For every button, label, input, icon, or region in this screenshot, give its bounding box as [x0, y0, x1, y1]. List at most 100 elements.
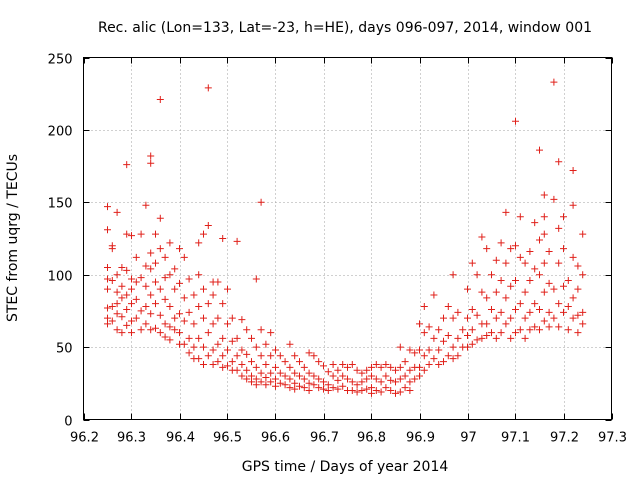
data-point	[488, 305, 495, 313]
data-point	[526, 276, 534, 284]
data-point	[108, 303, 116, 311]
data-point	[344, 375, 351, 383]
data-point	[204, 84, 212, 92]
data-point	[536, 146, 543, 154]
data-point	[171, 285, 179, 293]
data-point	[262, 381, 270, 389]
data-point	[329, 372, 337, 380]
data-point	[228, 337, 236, 345]
data-point	[156, 329, 164, 337]
data-point	[396, 363, 404, 371]
data-point	[579, 308, 587, 316]
data-point	[392, 366, 399, 374]
data-point	[137, 274, 145, 282]
data-point	[387, 387, 395, 395]
data-point	[300, 363, 308, 371]
data-point	[267, 369, 275, 377]
data-point	[142, 282, 150, 290]
data-point	[324, 368, 332, 376]
data-point	[521, 288, 529, 296]
data-point	[372, 360, 380, 368]
data-point	[315, 375, 323, 383]
data-point	[257, 378, 265, 386]
data-point	[368, 389, 375, 397]
data-point	[104, 275, 111, 283]
data-point	[526, 326, 534, 334]
data-point	[291, 369, 299, 377]
data-point	[200, 230, 207, 238]
data-point	[147, 152, 155, 160]
data-point	[142, 201, 150, 209]
data-point	[569, 314, 577, 322]
data-point	[540, 259, 548, 267]
data-point	[166, 239, 174, 247]
data-point	[310, 381, 318, 389]
data-point	[464, 314, 471, 322]
data-point	[195, 334, 203, 342]
data-point	[512, 117, 519, 125]
data-point	[497, 239, 505, 247]
data-point	[204, 329, 212, 337]
data-point	[574, 311, 582, 319]
data-point	[166, 323, 174, 331]
data-point	[540, 213, 548, 221]
data-point	[291, 385, 299, 393]
data-point	[123, 291, 131, 299]
y-tick-label: 50	[56, 342, 73, 357]
data-point	[420, 303, 428, 311]
data-point	[286, 340, 294, 348]
data-point	[540, 230, 548, 238]
data-point	[204, 300, 212, 308]
data-point	[531, 300, 539, 308]
data-point	[305, 349, 313, 357]
data-point	[252, 363, 260, 371]
data-point	[560, 308, 567, 316]
data-point	[257, 326, 265, 334]
data-point	[507, 282, 515, 290]
data-point	[449, 343, 457, 351]
data-point	[219, 235, 227, 242]
data-point	[540, 191, 548, 199]
data-point	[238, 316, 246, 324]
data-point	[185, 275, 193, 283]
data-point	[387, 363, 395, 371]
data-point	[411, 375, 419, 383]
data-point	[440, 314, 447, 322]
data-point	[200, 343, 207, 351]
data-point	[406, 346, 414, 354]
data-point	[425, 360, 433, 368]
data-point	[425, 323, 433, 331]
data-point	[204, 221, 212, 229]
data-point	[118, 282, 126, 290]
data-point	[478, 334, 486, 342]
data-point	[180, 340, 188, 348]
x-tick-label: 96.8	[357, 431, 386, 446]
data-point	[128, 317, 135, 325]
data-point	[348, 387, 356, 395]
data-point	[363, 385, 371, 393]
data-point	[560, 245, 567, 253]
data-point	[502, 208, 510, 216]
data-point	[464, 332, 471, 340]
data-point	[267, 329, 275, 337]
data-point	[252, 343, 260, 351]
data-point	[156, 245, 164, 253]
x-tick-label: 96.2	[70, 431, 99, 446]
data-point	[209, 291, 217, 299]
data-point	[555, 158, 563, 166]
data-point	[104, 285, 111, 293]
data-point	[372, 375, 380, 383]
data-point	[161, 320, 169, 328]
data-point	[540, 288, 548, 296]
data-point	[104, 263, 111, 271]
data-point	[320, 362, 327, 370]
data-point	[142, 320, 150, 328]
data-point	[488, 329, 495, 337]
data-point	[459, 326, 467, 334]
data-point	[214, 358, 222, 366]
data-point	[248, 334, 255, 342]
data-point	[454, 334, 462, 342]
data-point	[574, 262, 582, 270]
data-point	[296, 382, 303, 390]
data-point	[382, 384, 390, 392]
